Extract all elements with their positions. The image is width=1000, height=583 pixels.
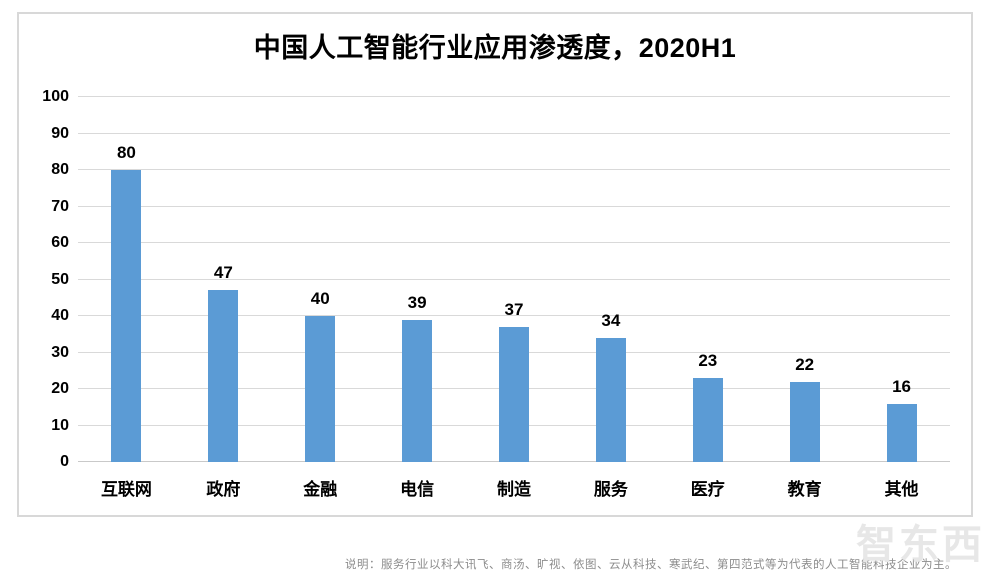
y-axis-tick-label: 50 xyxy=(51,270,69,288)
gridline xyxy=(78,205,950,207)
gridline xyxy=(78,315,950,316)
bar-value-label: 23 xyxy=(698,351,718,371)
bar xyxy=(789,381,820,462)
bar xyxy=(886,403,917,462)
category-label: 服务 xyxy=(593,480,628,499)
category-label: 其他 xyxy=(884,480,919,499)
bar-value-label: 16 xyxy=(892,376,912,396)
category-label: 制造 xyxy=(497,480,531,499)
category-label: 教育 xyxy=(787,480,822,499)
bar-group: 23 医疗 xyxy=(659,97,756,499)
y-axis-tick-label: 40 xyxy=(51,307,69,324)
bar xyxy=(595,337,626,462)
bar-group: 80 互联网 xyxy=(78,97,175,499)
category-label: 医疗 xyxy=(690,480,725,499)
bar-value-label: 37 xyxy=(504,299,524,319)
bar-columns: 80 互联网 47 政府 40 金融 39 电信 37 制造 34 服务 23 医疗 22 教育 16 其他 xyxy=(78,97,950,499)
y-axis-tick-label: 60 xyxy=(51,234,69,251)
footnote: 说明：服务行业以科大讯飞、商汤、旷视、依图、云从科技、寒武纪、第四范式等为代表的… xyxy=(345,559,957,571)
gridline xyxy=(78,242,950,243)
gridline xyxy=(78,132,950,134)
bar xyxy=(402,319,433,462)
bar xyxy=(111,170,142,462)
y-axis-tick-label: 20 xyxy=(51,380,69,397)
chart-frame: 中国人工智能行业应用渗透度，2020H1 0 10 20 30 40 50 60 70 80 90… xyxy=(17,12,973,517)
category-label: 金融 xyxy=(303,480,338,499)
bar-group: 37 制造 xyxy=(466,97,563,499)
bar-group: 39 电信 xyxy=(369,97,466,499)
chart-title: 中国人工智能行业应用渗透度，2020H1 xyxy=(253,33,737,63)
y-axis-tick-label: 10 xyxy=(51,416,69,434)
bar-group: 34 服务 xyxy=(562,97,659,499)
watermark-logo: 智东西 xyxy=(856,523,985,567)
bar-value-label: 40 xyxy=(310,289,330,308)
bar xyxy=(208,290,239,462)
y-axis-tick-label: 90 xyxy=(51,124,69,142)
bar-group: 22 教育 xyxy=(756,97,853,499)
bar-group: 47 政府 xyxy=(175,97,272,499)
bar-value-label: 34 xyxy=(601,310,621,330)
bar-group: 16 其他 xyxy=(853,97,950,499)
plot-area: 0 10 20 30 40 50 60 70 80 90 100 80 互联网 47 政府 40 金融 39 电信 3… xyxy=(42,88,950,499)
category-label: 电信 xyxy=(400,480,435,499)
bar-group: 40 金融 xyxy=(272,97,369,499)
y-axis-tick-label: 80 xyxy=(51,161,69,178)
y-axis-tick-label: 70 xyxy=(51,197,69,215)
bar-value-label: 39 xyxy=(407,292,427,312)
bar xyxy=(692,378,723,462)
category-label: 互联网 xyxy=(100,480,152,499)
gridline xyxy=(78,169,950,170)
y-axis-tick-label: 100 xyxy=(42,88,69,105)
bar-value-label: 47 xyxy=(213,263,233,283)
category-label: 政府 xyxy=(206,480,241,499)
bar-value-label: 22 xyxy=(795,354,815,374)
bar xyxy=(499,326,529,462)
gridline xyxy=(78,278,950,280)
y-axis-tick-label: 0 xyxy=(60,453,69,470)
gridline xyxy=(78,96,950,97)
bar-value-label: 80 xyxy=(116,143,136,162)
y-axis-tick-label: 30 xyxy=(51,343,69,361)
bar xyxy=(305,316,336,462)
